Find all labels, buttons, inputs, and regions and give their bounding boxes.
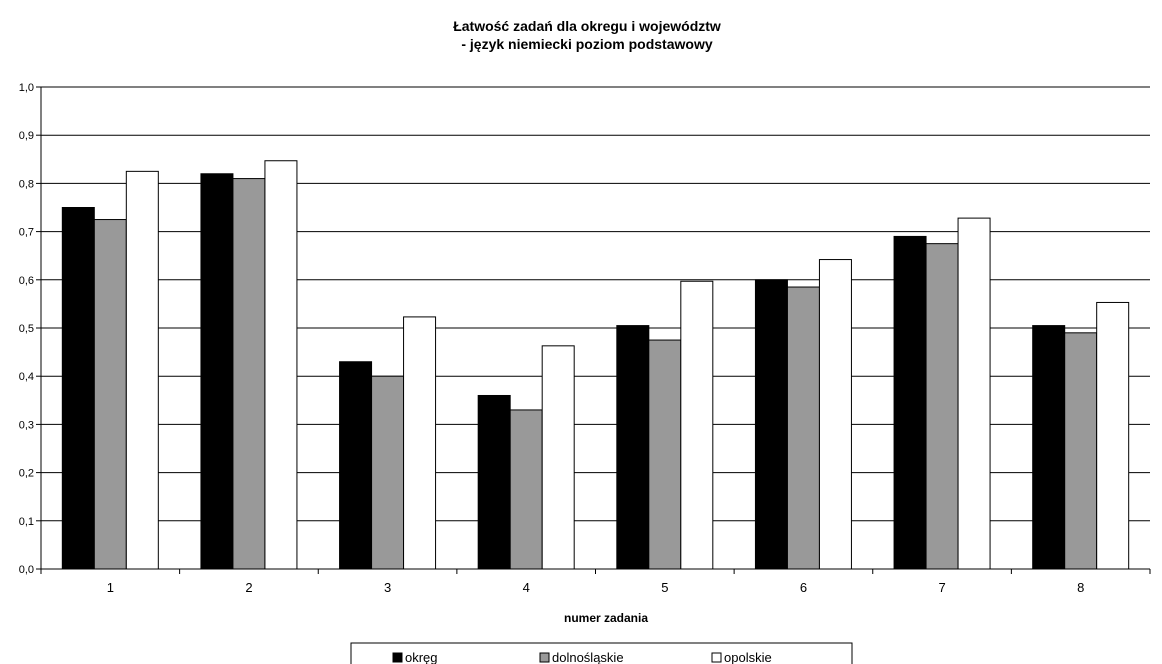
x-tick-label: 8 [1077,580,1084,595]
bar-2-cat-5 [648,339,682,570]
bar-1-cat-4 [477,394,511,570]
bar-2-cat-4 [509,409,543,570]
y-tick-label: 0,1 [19,516,34,528]
bar-3-cat-2 [264,160,298,570]
bar-1-cat-2 [200,173,234,570]
y-tick-label: 0,5 [19,323,34,335]
legend-label: opolskie [724,650,772,664]
y-tick-label: 0,4 [19,371,34,383]
bar-1-cat-7 [893,235,927,570]
x-tick-label: 4 [523,580,530,595]
x-tick-label: 6 [800,580,807,595]
bar-3-cat-3 [403,316,437,570]
bar-3-cat-8 [1096,301,1130,570]
y-tick-label: 0,8 [19,178,34,190]
bar-3-cat-6 [818,259,852,570]
x-tick-label: 2 [245,580,252,595]
legend-swatch [392,652,403,663]
y-tick-label: 1,0 [19,82,34,94]
x-axis-title: numer zadania [564,611,648,625]
bar-1-cat-8 [1032,325,1066,570]
y-tick-label: 0,9 [19,130,34,142]
bar-1-cat-3 [339,361,373,570]
legend: okręg dolnośląskie opolskie [350,642,853,664]
legend-swatch [711,652,722,663]
y-tick-label: 0,0 [19,564,34,576]
x-tick-label: 1 [107,580,114,595]
bar-2-cat-6 [786,286,820,570]
bar-1-cat-5 [616,325,650,570]
y-tick-label: 0,3 [19,419,34,431]
bar-1-cat-1 [61,207,95,570]
x-tick-label: 3 [384,580,391,595]
axes: 0,0 0,1 0,2 0,3 0,4 0,5 0,6 0,7 0,8 0,9 1,0 1 2 3 4 5 6 7… [19,82,1151,595]
x-tick-label: 5 [661,580,668,595]
y-tick-label: 0,2 [19,468,34,480]
bar-3-cat-1 [125,170,159,570]
x-tick-label: 7 [938,580,945,595]
bar-2-cat-8 [1064,332,1098,570]
chart-title-line-1: Łatwość zadań dla okregu i województw [453,18,721,34]
bar-2-cat-3 [371,375,405,570]
y-tick-label: 0,6 [19,275,34,287]
y-tick-label: 0,7 [19,227,34,239]
bar-2-cat-1 [93,219,127,570]
bar-3-cat-4 [541,345,575,570]
legend-box [350,642,853,664]
bar-2-cat-7 [925,243,959,570]
legend-label: dolnośląskie [552,650,624,664]
bar-3-cat-7 [957,217,991,570]
legend-swatch [539,652,550,663]
bar-3-cat-5 [680,280,714,570]
bar-2-cat-2 [232,178,266,570]
bars [61,160,1130,570]
legend-label: okręg [405,650,438,664]
bar-1-cat-6 [754,279,788,570]
chart-title-line-2: - język niemiecki poziom podstawowy [461,36,712,52]
